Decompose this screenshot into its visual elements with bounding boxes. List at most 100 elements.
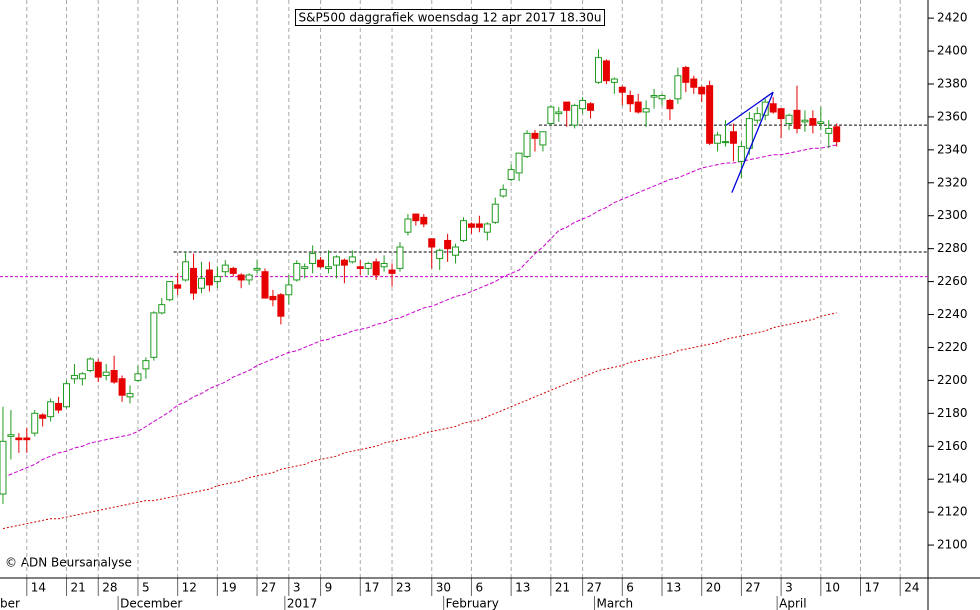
candle-body <box>404 218 412 233</box>
candle-body <box>722 141 730 144</box>
candle-body <box>253 267 261 271</box>
x-tick-label: 17 <box>865 581 880 595</box>
candle-body <box>547 106 555 125</box>
y-tick-label: 2380 <box>937 76 968 90</box>
moving-average <box>2 312 837 530</box>
candle-body <box>634 101 642 113</box>
y-tick-label: 2120 <box>937 505 968 519</box>
candle-body <box>436 249 444 260</box>
candle-body <box>825 127 833 134</box>
candle-body <box>618 86 626 93</box>
y-tick-label: 2360 <box>937 109 968 123</box>
y-tick-label: 2140 <box>937 472 968 486</box>
candle-body <box>428 238 436 248</box>
x-tick-label: 13 <box>666 581 681 595</box>
candle-body <box>237 274 245 281</box>
candle-body <box>7 434 15 437</box>
candle-body <box>650 95 658 98</box>
candle-body <box>682 67 690 83</box>
candle-body <box>182 261 190 281</box>
candle-body <box>197 277 205 289</box>
candle-body <box>475 223 483 228</box>
x-tick-label: 30 <box>436 581 451 595</box>
y-tick-label: 2240 <box>937 307 968 321</box>
x-tick-label: 20 <box>706 581 721 595</box>
candle-body <box>86 358 94 372</box>
y-tick-label: 2300 <box>937 208 968 222</box>
candle-body <box>102 371 110 376</box>
candle-body <box>507 169 515 180</box>
candle-body <box>340 259 348 266</box>
candle-body <box>261 271 269 299</box>
candle-body <box>269 295 277 301</box>
candle-body <box>563 101 571 111</box>
candle-body <box>761 101 769 116</box>
x-tick-label: 14 <box>31 581 46 595</box>
candle-body <box>317 259 325 268</box>
x-tick-label: 17 <box>364 581 379 595</box>
candle-body <box>452 246 460 256</box>
x-tick-label: 21 <box>555 581 570 595</box>
month-label: February <box>446 597 499 610</box>
candle-body <box>539 131 547 146</box>
candle-body <box>626 95 634 105</box>
candle-body <box>325 266 333 269</box>
candle-body <box>126 393 134 398</box>
candle-body <box>793 109 801 129</box>
candle-body <box>769 103 777 113</box>
candle-body <box>745 118 753 149</box>
candle-body <box>309 253 317 264</box>
candle-body <box>372 261 380 276</box>
candle-body <box>190 267 198 294</box>
candle-body <box>213 276 221 283</box>
candle-body <box>110 370 118 383</box>
candle-body <box>174 284 182 289</box>
candle-body <box>118 378 126 396</box>
candle-body <box>166 281 174 301</box>
x-tick-label: 3 <box>785 581 793 595</box>
x-tick-label: 6 <box>626 581 634 595</box>
y-tick-label: 2220 <box>937 340 968 354</box>
candle-body <box>610 78 618 83</box>
x-tick-label: 9 <box>325 581 333 595</box>
month-label: ber <box>0 597 20 610</box>
candle-body <box>348 256 356 263</box>
candle-body <box>674 75 682 100</box>
candle-body <box>467 223 475 228</box>
x-tick-label: 27 <box>745 581 760 595</box>
y-tick-label: 2320 <box>937 175 968 189</box>
candle-body <box>817 121 825 125</box>
candle-body <box>0 440 7 495</box>
moving-average <box>2 144 837 479</box>
x-tick-label: 6 <box>475 581 483 595</box>
x-tick-label: 21 <box>70 581 85 595</box>
candle-body <box>78 373 86 380</box>
candle-body <box>205 269 213 286</box>
candle-body <box>777 108 785 120</box>
candle-body <box>515 152 523 174</box>
month-label: 2017 <box>287 597 318 610</box>
candle-body <box>698 86 706 95</box>
candle-body <box>221 264 229 273</box>
x-tick-label: 19 <box>221 581 236 595</box>
candle-body <box>293 262 301 281</box>
candle-body <box>15 437 23 441</box>
x-tick-label: 5 <box>142 581 150 595</box>
candle-body <box>801 119 809 123</box>
y-tick-label: 2420 <box>937 11 968 25</box>
x-tick-label: 13 <box>515 581 530 595</box>
candle-body <box>39 414 47 419</box>
candle-body <box>706 85 714 144</box>
x-tick-label: 10 <box>825 581 840 595</box>
x-tick-label: 23 <box>396 581 411 595</box>
month-label: December <box>120 597 182 610</box>
candle-body <box>301 266 309 269</box>
y-tick-label: 2280 <box>937 241 968 255</box>
x-tick-label: 12 <box>182 581 197 595</box>
candle-body <box>31 412 39 434</box>
candle-body <box>277 294 285 317</box>
x-tick-label: 24 <box>904 581 919 595</box>
y-tick-label: 2180 <box>937 406 968 420</box>
chart-title: S&P500 daggrafiek woensdag 12 apr 2017 1… <box>298 11 601 25</box>
